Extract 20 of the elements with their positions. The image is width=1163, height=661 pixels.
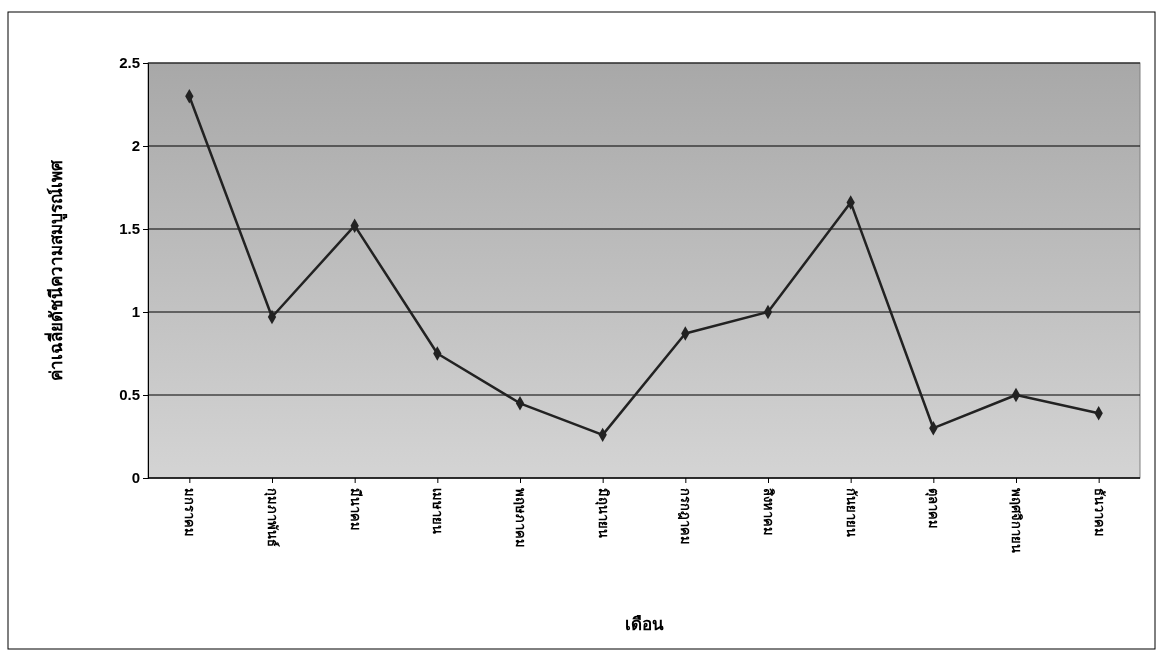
x-tick-label: ตุลาคม xyxy=(925,488,942,529)
x-tick-label: กันยายน xyxy=(843,488,859,537)
x-tick-label: มกราคม xyxy=(182,488,198,537)
x-tick-label: เมษายน xyxy=(430,488,446,534)
x-tick-label: สิงหาคม xyxy=(760,488,776,536)
y-tick-label: 1 xyxy=(131,303,140,321)
y-tick-label: 2.5 xyxy=(119,54,140,72)
x-tick-label: กุมภาพันธ์ xyxy=(263,488,280,547)
x-tick-label: มิถุนายน xyxy=(594,488,611,538)
y-tick-label: 0.5 xyxy=(119,386,140,404)
x-axis-title: เดือน xyxy=(624,614,664,634)
y-tick-label: 1.5 xyxy=(119,220,140,238)
x-tick-label: พฤศจิกายน xyxy=(1008,488,1024,553)
x-tick-label: กรกฎาคม xyxy=(677,488,694,545)
x-tick-label: ธันวาคม xyxy=(1091,488,1107,537)
y-axis-title: ค่าเฉลี่ยดัชนีความสมบูรณ์เพศ xyxy=(44,159,68,381)
x-tick-label: พฤษภาคม xyxy=(512,488,528,548)
y-tick-label: 0 xyxy=(131,469,140,487)
y-tick-label: 2 xyxy=(131,137,140,155)
x-tick-label: มีนาคม xyxy=(347,488,363,531)
